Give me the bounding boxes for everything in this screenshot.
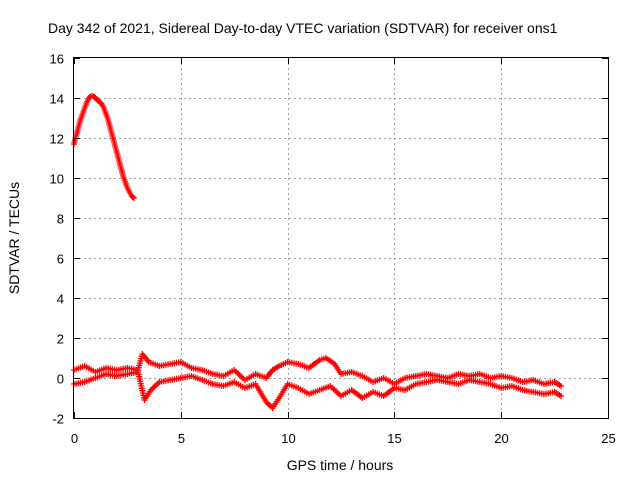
x-tick-label: 25 xyxy=(601,431,615,446)
y-tick-label: 8 xyxy=(57,212,64,227)
data-point xyxy=(558,393,564,399)
series-band-lower xyxy=(71,369,564,411)
plot-frame xyxy=(73,57,609,419)
chart-title: Day 342 of 2021, Sidereal Day-to-day VTE… xyxy=(48,20,558,36)
x-tick-label: 5 xyxy=(178,431,185,446)
y-tick-label: 12 xyxy=(50,132,64,147)
y-tick-label: 10 xyxy=(50,172,64,187)
data-point xyxy=(130,195,137,201)
y-tick-label: 16 xyxy=(50,52,64,67)
y-tick-label: -2 xyxy=(52,412,64,427)
x-tick-label: 10 xyxy=(281,431,295,446)
y-tick-label: 6 xyxy=(57,252,64,267)
y-axis-label: SDTVAR / TECUs xyxy=(6,182,22,294)
data-point xyxy=(129,194,136,200)
y-tick-label: 4 xyxy=(57,292,64,307)
gridlines xyxy=(74,58,608,418)
x-tick-label: 0 xyxy=(71,431,78,446)
data-point xyxy=(558,383,564,389)
data-series xyxy=(71,93,564,411)
series-early-high xyxy=(71,93,137,201)
x-tick-label: 15 xyxy=(387,431,401,446)
x-axis-label: GPS time / hours xyxy=(287,457,394,473)
y-tick-label: 2 xyxy=(57,332,64,347)
y-tick-label: 14 xyxy=(50,92,64,107)
y-tick-label: 0 xyxy=(57,372,64,387)
x-tick-label: 20 xyxy=(494,431,508,446)
axis-ticks: 0 5 10 15 20 25 -2 0 2 4 6 8 10 12 14 16 xyxy=(50,52,616,447)
